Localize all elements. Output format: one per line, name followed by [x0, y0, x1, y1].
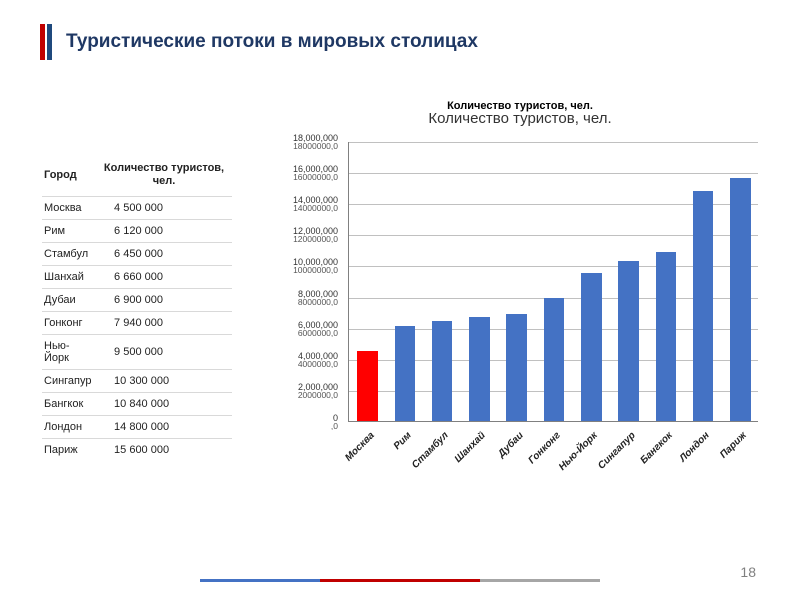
table-row: Сингапур10 300 000: [42, 370, 232, 393]
table-row: Гонконг7 940 000: [42, 312, 232, 335]
chart-y-tick: 14,000,00014000000,0: [260, 196, 338, 213]
table-row: Нью-Йорк9 500 000: [42, 335, 232, 370]
table-row: Дубаи6 900 000: [42, 289, 232, 312]
chart-y-tick: 4,000,0004000000,0: [260, 352, 338, 369]
chart-y-tick: 18,000,00018000000,0: [260, 134, 338, 151]
table-cell-count: 6 660 000: [96, 266, 232, 289]
city-tourists-table: Город Количество туристов, чел. Москва4 …: [42, 158, 232, 461]
table-cell-city: Сингапур: [42, 370, 96, 393]
chart-bar: [618, 261, 639, 421]
chart-bar: [357, 351, 378, 421]
chart-x-label: Москва: [343, 430, 377, 464]
chart-x-label: Нью-Йорк: [557, 430, 600, 473]
chart-y-tick: 8,000,0008000000,0: [260, 289, 338, 306]
table-cell-city: Рим: [42, 220, 96, 243]
footer-bar-grey: [480, 579, 600, 582]
table-row: Бангкок10 840 000: [42, 393, 232, 416]
table-cell-count: 6 120 000: [96, 220, 232, 243]
chart-x-axis: МоскваРимСтамбулШанхайДубаиГонконгНью-Йо…: [348, 424, 758, 494]
chart-bar: [395, 326, 416, 421]
chart-y-tick: 12,000,00012000000,0: [260, 227, 338, 244]
chart-bar: [730, 178, 751, 421]
chart-bar: [656, 252, 677, 421]
table-cell-city: Нью-Йорк: [42, 335, 96, 370]
table-row: Шанхай6 660 000: [42, 266, 232, 289]
table-cell-city: Бангкок: [42, 393, 96, 416]
title-accent-blue: [47, 24, 52, 60]
table-cell-city: Дубаи: [42, 289, 96, 312]
footer-accent-bar: [200, 579, 600, 582]
chart-y-tick: 0,0: [260, 414, 338, 431]
table-row: Рим6 120 000: [42, 220, 232, 243]
table-header-row: Город Количество туристов, чел.: [42, 158, 232, 197]
chart-x-label: Стамбул: [410, 430, 451, 471]
footer-bar-blue: [200, 579, 320, 582]
table-col-city: Город: [42, 158, 96, 197]
table-cell-city: Гонконг: [42, 312, 96, 335]
page-title-block: Туристические потоки в мировых столицах: [40, 24, 478, 60]
table-cell-count: 6 450 000: [96, 243, 232, 266]
table-cell-count: 4 500 000: [96, 197, 232, 220]
tourists-bar-chart: Количество туристов, чел. Количество тур…: [260, 100, 780, 500]
table-cell-count: 10 300 000: [96, 370, 232, 393]
chart-bar: [544, 298, 565, 422]
chart-x-label: Сингапур: [596, 430, 638, 472]
chart-bar: [581, 273, 602, 421]
chart-y-tick: 10,000,00010000000,0: [260, 258, 338, 275]
table-row: Москва4 500 000: [42, 197, 232, 220]
chart-gridline: [349, 173, 758, 174]
page-number: 18: [740, 564, 756, 580]
chart-y-axis: 18,000,00018000000,016,000,00016000000,0…: [260, 142, 344, 422]
chart-x-label: Рим: [392, 430, 414, 452]
chart-y-tick: 16,000,00016000000,0: [260, 165, 338, 182]
chart-x-label: Шанхай: [453, 430, 488, 465]
table-cell-count: 15 600 000: [96, 439, 232, 462]
table-cell-city: Париж: [42, 439, 96, 462]
table-col-count: Количество туристов, чел.: [96, 158, 232, 197]
table-cell-count: 14 800 000: [96, 416, 232, 439]
table-row: Париж15 600 000: [42, 439, 232, 462]
page-title: Туристические потоки в мировых столицах: [66, 31, 478, 53]
table-cell-count: 9 500 000: [96, 335, 232, 370]
title-accent-red: [40, 24, 45, 60]
chart-plot-area: [348, 142, 758, 422]
chart-title-large: Количество туристов, чел.: [260, 110, 780, 127]
chart-x-label: Лондон: [678, 430, 712, 464]
chart-gridline: [349, 142, 758, 143]
footer-bar-red: [320, 579, 480, 582]
chart-y-tick: 2,000,0002000000,0: [260, 383, 338, 400]
table-row: Лондон14 800 000: [42, 416, 232, 439]
table-cell-count: 6 900 000: [96, 289, 232, 312]
chart-x-label: Дубаи: [496, 430, 526, 460]
table-cell-city: Стамбул: [42, 243, 96, 266]
table-row: Стамбул6 450 000: [42, 243, 232, 266]
chart-bar: [432, 321, 453, 421]
chart-y-tick: 6,000,0006000000,0: [260, 320, 338, 337]
chart-bar: [469, 317, 490, 421]
table-cell-count: 7 940 000: [96, 312, 232, 335]
chart-bar: [506, 314, 527, 421]
chart-x-label: Гонконг: [526, 430, 562, 466]
table-cell-count: 10 840 000: [96, 393, 232, 416]
table-cell-city: Лондон: [42, 416, 96, 439]
table-cell-city: Москва: [42, 197, 96, 220]
chart-bar: [693, 191, 714, 421]
table-cell-city: Шанхай: [42, 266, 96, 289]
chart-x-label: Париж: [718, 430, 749, 461]
chart-x-label: Бангкок: [638, 430, 674, 466]
